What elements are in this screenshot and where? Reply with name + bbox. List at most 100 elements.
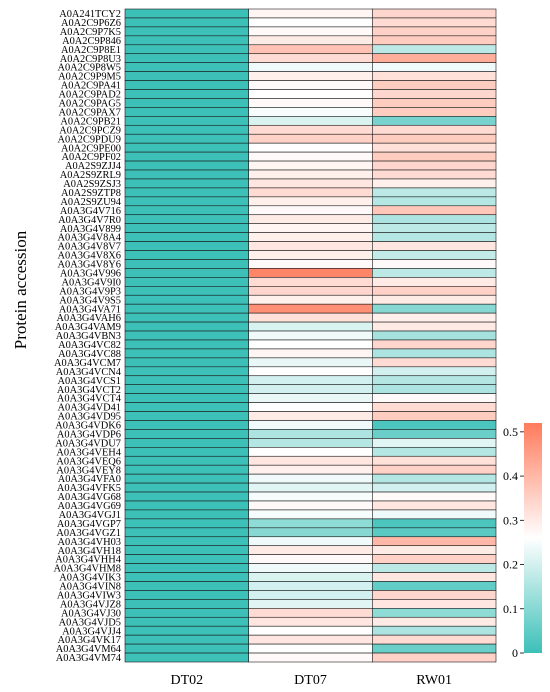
column-label: DT02 — [170, 673, 203, 688]
heatmap-cell — [124, 572, 249, 582]
heatmap-cell — [248, 232, 373, 242]
row-label: A0A3G4VCT4 — [57, 394, 122, 405]
heatmap-cell — [124, 554, 249, 564]
row-label: A0A3G4VJZ8 — [60, 599, 121, 610]
heatmap-cell — [372, 107, 497, 117]
heatmap-cell — [372, 8, 497, 19]
heatmap-cell — [248, 17, 373, 28]
row-label: A0A3G4V8A4 — [58, 233, 122, 244]
row-label: A0A3G4VD41 — [58, 403, 122, 414]
heatmap-cell — [248, 321, 373, 332]
row-label: A0A2S9ZTP8 — [61, 188, 121, 199]
heatmap-cell — [372, 133, 497, 144]
row-labels: A0A241TCY2A0A2C9P6Z6A0A2C9P7K5A0A2C9P846… — [53, 9, 121, 664]
heatmap-cell — [248, 447, 373, 457]
heatmap-cell — [124, 616, 249, 627]
heatmap-cell — [372, 142, 497, 153]
heatmap-cell — [372, 44, 497, 55]
row-label: A0A2S9ZRL9 — [60, 170, 121, 181]
heatmap-cell — [124, 339, 249, 350]
heatmap-cell — [372, 35, 497, 46]
row-label: A0A3G4VIW3 — [57, 591, 121, 602]
heatmap-cell — [372, 187, 497, 198]
heatmap-cell — [124, 196, 249, 207]
heatmap-cell — [248, 151, 373, 162]
heatmap-cell — [372, 473, 497, 484]
colorbar-tick-label: 0.5 — [503, 425, 518, 439]
colorbar-ticks: 0 0.1 0.2 0.3 0.4 0.5 — [503, 425, 524, 660]
heatmap-cell — [372, 527, 497, 538]
heatmap-cell — [248, 652, 373, 663]
heatmap-cell — [124, 643, 249, 654]
colorbar — [524, 423, 542, 653]
row-label: A0A3G4VIK3 — [59, 573, 121, 584]
heatmap-cell — [124, 303, 249, 314]
heatmap-cell — [372, 26, 497, 37]
heatmap-cell — [372, 455, 497, 466]
row-label: A0A3G4VJ30 — [61, 608, 121, 619]
y-axis-title: Protein accession — [11, 230, 30, 349]
heatmap-cell — [372, 160, 497, 171]
heatmap-cell — [124, 160, 249, 171]
heatmap-cell — [372, 491, 497, 502]
heatmap-cell — [124, 581, 249, 591]
row-label: A0A3G4VHM8 — [53, 564, 121, 575]
heatmap-cell — [124, 447, 249, 457]
row-label: A0A2C9PF02 — [62, 152, 121, 163]
heatmap-cell — [124, 402, 249, 412]
heatmap-cell — [372, 250, 497, 260]
heatmap-cell — [124, 411, 249, 421]
row-label: A0A2C9PA41 — [61, 81, 121, 92]
heatmap-cell — [248, 473, 373, 484]
heatmap-cell — [248, 411, 373, 421]
heatmap-cell — [372, 214, 497, 224]
heatmap-cell — [372, 124, 497, 135]
heatmap-cell — [124, 107, 249, 117]
row-label: A0A2C9PDU9 — [57, 134, 121, 145]
heatmap-cell — [124, 357, 249, 368]
heatmap-cell — [248, 643, 373, 654]
heatmap-cell — [124, 124, 249, 135]
heatmap-cell — [124, 98, 249, 108]
heatmap-cell — [248, 384, 373, 394]
row-label: A0A3G4V9P3 — [59, 286, 121, 297]
row-label: A0A3G4VJD5 — [59, 617, 121, 628]
heatmap-cell — [372, 509, 497, 520]
heatmap-cell — [372, 563, 497, 573]
heatmap-cell — [248, 241, 373, 251]
row-label: A0A3G4VCM7 — [54, 358, 121, 369]
heatmap-cell — [372, 608, 497, 618]
heatmap-cell — [248, 625, 373, 636]
row-label: A0A3G4VA71 — [59, 304, 121, 315]
row-label: A0A3G4VH03 — [58, 537, 122, 548]
heatmap-cell — [124, 80, 249, 90]
heatmap-cell — [124, 17, 249, 28]
heatmap-cell — [248, 35, 373, 46]
heatmap-cell — [248, 572, 373, 582]
heatmap-cell — [124, 53, 249, 63]
heatmap-cell — [372, 590, 497, 600]
heatmap-cell — [372, 581, 497, 591]
heatmap-cell — [372, 652, 497, 663]
heatmap-cell — [124, 491, 249, 502]
heatmap-cell — [372, 259, 497, 269]
row-label: A0A3G4VFA0 — [58, 474, 121, 485]
heatmap-cell — [372, 357, 497, 368]
heatmap-cell — [248, 26, 373, 37]
heatmap-cell — [248, 581, 373, 591]
heatmap-cell — [124, 429, 249, 439]
row-label: A0A3G4VCN4 — [56, 367, 122, 378]
heatmap-cell — [372, 312, 497, 323]
heatmap-cell — [248, 339, 373, 350]
heatmap-cell — [124, 35, 249, 46]
heatmap-cell — [372, 384, 497, 394]
row-label: A0A3G4V996 — [60, 268, 121, 279]
heatmap-cell — [124, 268, 249, 278]
row-label: A0A2S9ZU94 — [60, 197, 121, 208]
heatmap-cell — [372, 411, 497, 421]
row-label: A0A3G4VGZ1 — [56, 528, 121, 539]
colorbar-tick-label: 0.3 — [503, 513, 518, 527]
heatmap-cell — [124, 500, 249, 511]
heatmap-cell — [372, 116, 497, 126]
